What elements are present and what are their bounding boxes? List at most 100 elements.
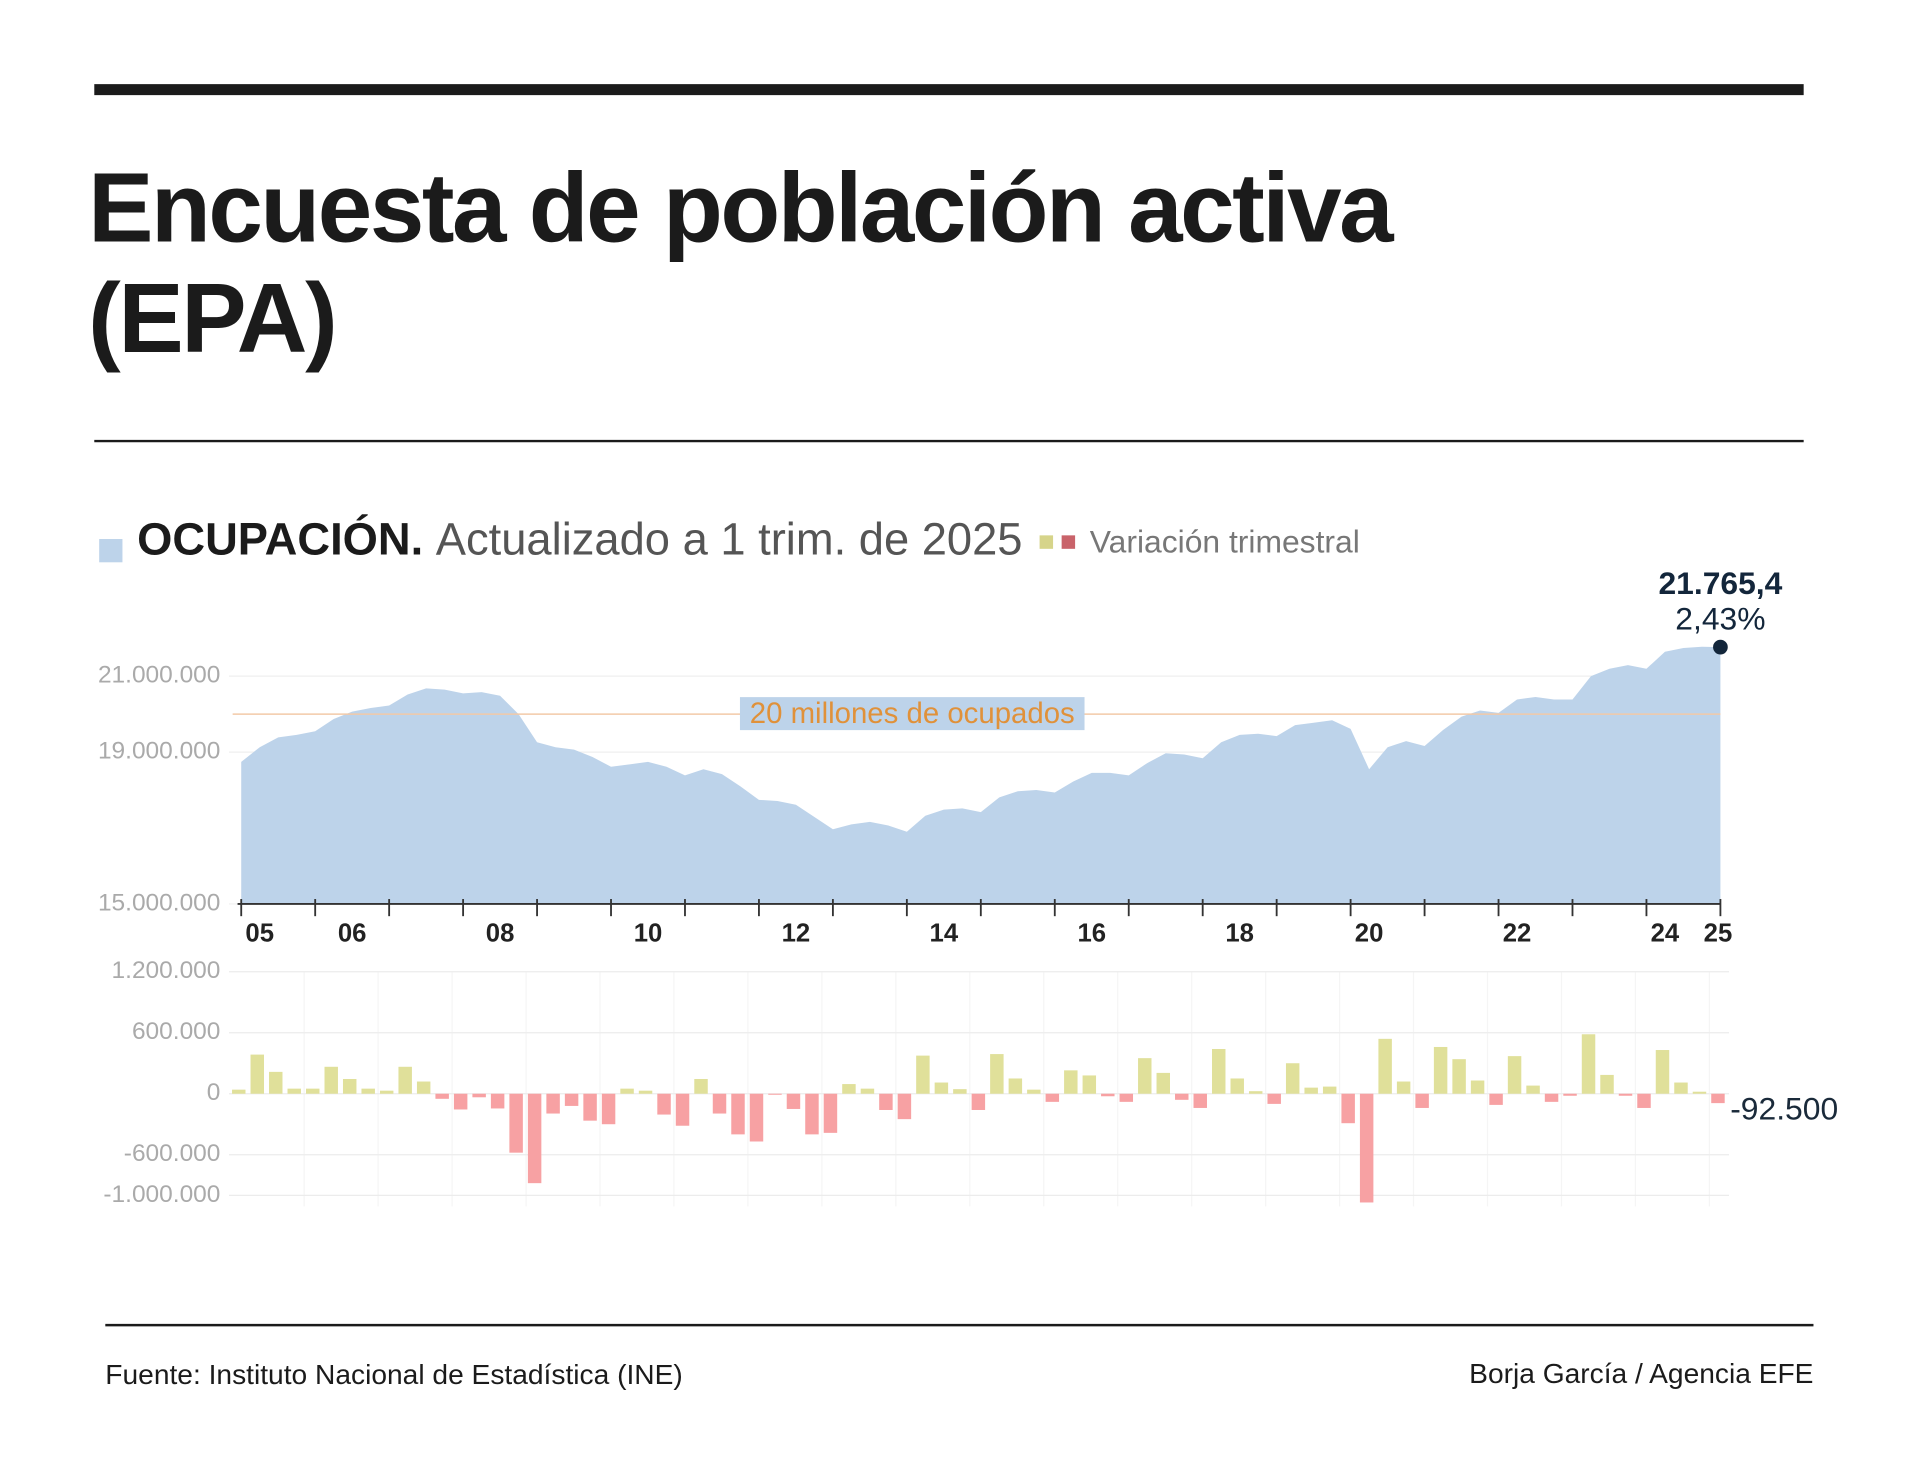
bar <box>583 1093 597 1121</box>
x-tick-label: 06 <box>338 919 367 947</box>
bar <box>1119 1093 1134 1102</box>
bar <box>1452 1059 1466 1094</box>
bar <box>269 1071 283 1094</box>
bar <box>768 1093 782 1095</box>
y-tick-label: -1.000.000 <box>103 1181 220 1208</box>
bar <box>823 1093 838 1133</box>
legend-label: Variación trimestral <box>1090 523 1360 559</box>
bar <box>416 1081 431 1094</box>
y-tick-label: 0 <box>207 1079 221 1106</box>
bar <box>990 1054 1004 1094</box>
bar <box>1027 1089 1041 1094</box>
bar <box>916 1055 930 1094</box>
x-tick-label: 20 <box>1355 919 1384 947</box>
bar <box>638 1090 653 1094</box>
bar <box>601 1093 616 1125</box>
bar <box>1175 1093 1189 1100</box>
bar <box>453 1093 468 1110</box>
bar <box>1637 1093 1651 1108</box>
series-name: OCUPACIÓN. <box>137 513 423 565</box>
bar <box>250 1054 264 1094</box>
bar <box>324 1066 338 1094</box>
y-tick-label: 600.000 <box>132 1018 220 1045</box>
bar <box>1248 1091 1263 1094</box>
bar <box>564 1093 579 1106</box>
bar <box>546 1093 560 1114</box>
bar <box>1581 1034 1596 1094</box>
bar <box>1544 1093 1559 1102</box>
bar <box>1655 1050 1670 1094</box>
subtitle: Actualizado a 1 trim. de 2025 <box>436 514 1023 565</box>
bar <box>1618 1093 1633 1096</box>
bar <box>712 1093 727 1114</box>
bar <box>1674 1082 1688 1094</box>
bar <box>786 1093 801 1109</box>
x-tick-label: 08 <box>486 919 515 947</box>
bar <box>842 1084 856 1094</box>
y-tick-label: -600.000 <box>124 1140 221 1167</box>
bar <box>1230 1078 1244 1094</box>
x-tick-label: 25 <box>1704 919 1733 947</box>
legend-swatch <box>1061 535 1076 549</box>
bar <box>1507 1056 1522 1094</box>
x-tick-label: 12 <box>782 919 811 947</box>
bar <box>657 1093 671 1115</box>
bar <box>398 1066 412 1094</box>
title-line: Encuesta de población activa <box>88 153 1395 263</box>
bar <box>361 1088 375 1094</box>
bar <box>472 1093 486 1098</box>
source: Fuente: Instituto Nacional de Estadístic… <box>105 1359 682 1390</box>
legend-swatch <box>99 539 123 563</box>
y-tick-label: 15.000.000 <box>98 889 220 916</box>
bar <box>1433 1046 1448 1094</box>
bar <box>232 1089 246 1094</box>
reference-label-bg <box>739 697 1085 731</box>
bar <box>1711 1093 1725 1104</box>
bar <box>527 1093 542 1184</box>
bar <box>1285 1063 1300 1094</box>
bar <box>435 1093 449 1099</box>
bar <box>805 1093 819 1135</box>
bar <box>860 1088 875 1094</box>
x-tick-label: 10 <box>634 919 663 947</box>
bar <box>1563 1093 1577 1096</box>
title-line: (EPA) <box>88 263 335 373</box>
bar <box>1138 1058 1152 1094</box>
bar <box>971 1093 986 1110</box>
bar <box>342 1078 357 1094</box>
value-label: -92.500 <box>1730 1090 1838 1126</box>
bar <box>1304 1087 1318 1094</box>
credit: Borja García / Agencia EFE <box>1469 1358 1813 1389</box>
bar <box>1489 1093 1503 1105</box>
x-tick-label: 24 <box>1651 919 1680 947</box>
bar <box>1082 1075 1097 1094</box>
bar <box>1470 1080 1485 1094</box>
x-tick-label: 18 <box>1225 919 1254 947</box>
x-tick-label: 22 <box>1503 919 1532 947</box>
x-tick-label: 05 <box>245 919 274 947</box>
bar <box>694 1078 708 1094</box>
bar <box>953 1089 967 1094</box>
bar <box>1322 1086 1337 1094</box>
last-point <box>1713 639 1728 655</box>
y-tick-label: 1.200.000 <box>112 957 221 984</box>
bar <box>1101 1093 1115 1097</box>
bar <box>1008 1078 1023 1094</box>
area <box>241 646 1721 904</box>
bar <box>1396 1081 1411 1094</box>
x-tick-label: 14 <box>930 919 959 947</box>
legend-swatch <box>1039 535 1054 549</box>
x-tick-label: 16 <box>1077 919 1106 947</box>
y-tick-label: 21.000.000 <box>98 662 220 689</box>
bar <box>879 1093 893 1110</box>
legend-title: OCUPACIÓN. Actualizado a 1 trim. de 2025 <box>137 513 1022 565</box>
annotation-note: 2,43% <box>1675 600 1765 636</box>
bar <box>897 1093 912 1120</box>
bar <box>1692 1091 1707 1094</box>
bar <box>1193 1093 1207 1108</box>
bar <box>490 1093 505 1109</box>
bar <box>1378 1038 1392 1094</box>
bar <box>749 1093 764 1142</box>
